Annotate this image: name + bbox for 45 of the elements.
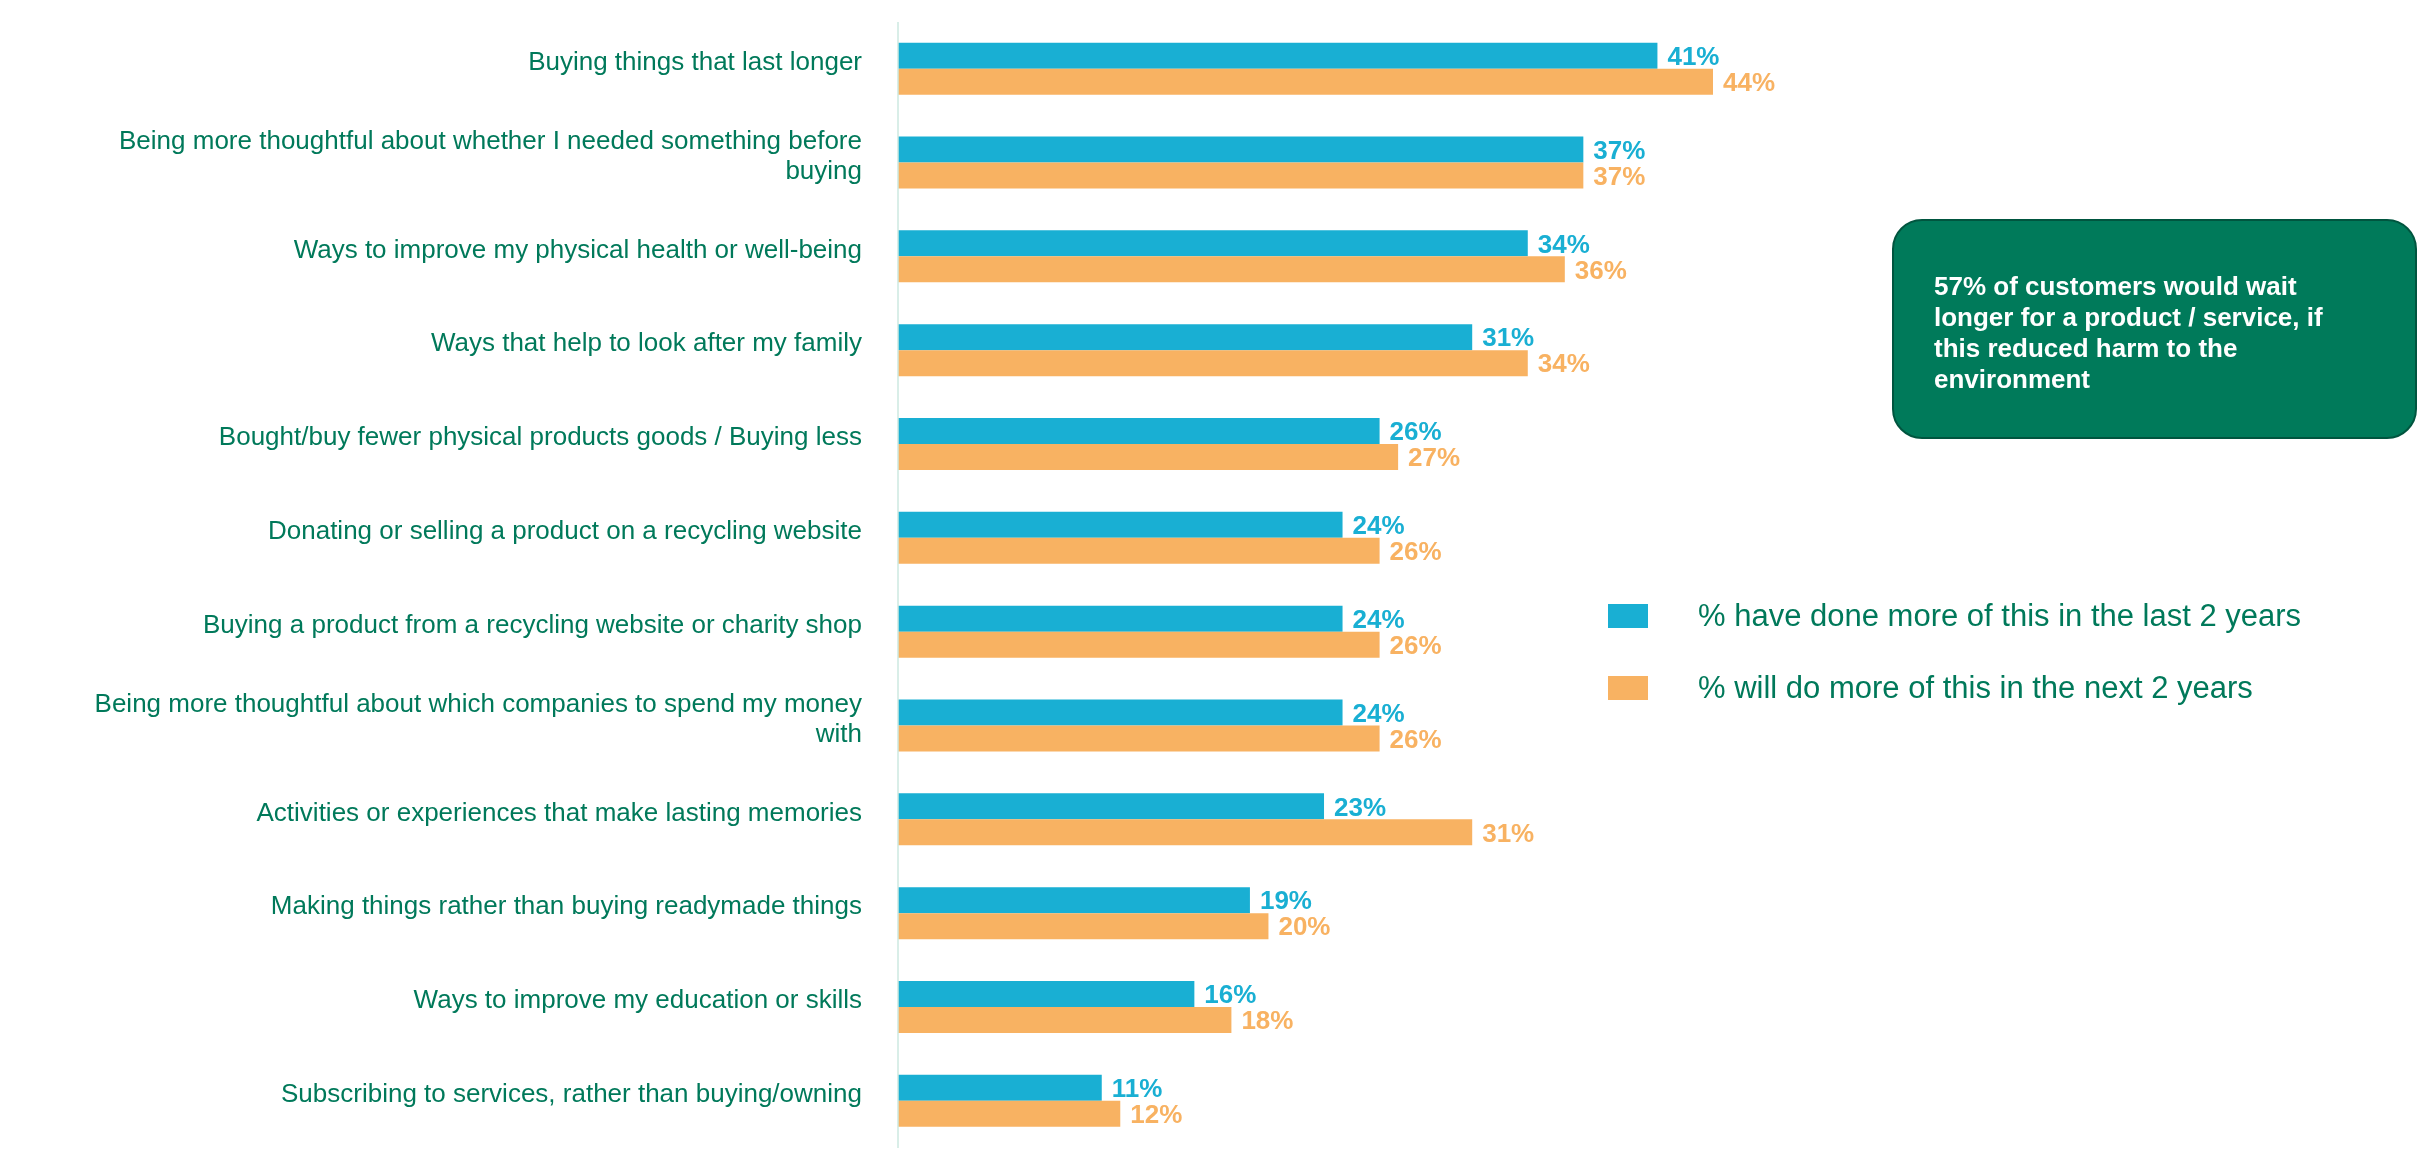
y-tick-label: Being more thoughtful about which companies to spend my money with: [94, 687, 862, 748]
bar: [898, 631, 1380, 658]
legend-label: % will do more of this in the next 2 years: [1698, 670, 2253, 706]
bar: [898, 256, 1565, 283]
bar: [898, 511, 1343, 538]
bar: [898, 230, 1528, 257]
y-tick-label: Bought/buy fewer physical products goods / Buying less: [218, 421, 862, 452]
data-label: 44%: [1723, 66, 1776, 97]
bar: [898, 605, 1343, 632]
data-label: 31%: [1482, 817, 1535, 848]
bar: [898, 350, 1528, 377]
bar: [898, 980, 1195, 1007]
data-label: 41%: [1667, 40, 1720, 71]
y-tick-label: Subscribing to services, rather than buying/owning: [281, 1077, 862, 1108]
bar: [898, 68, 1713, 95]
y-tick-label: Ways that help to look after my family: [430, 327, 862, 358]
bar: [898, 699, 1343, 726]
bar: [898, 162, 1584, 189]
text: 57% of customers would wait longer for a product / service, if this reduced harm to the environment: [1892, 219, 2417, 439]
bar: [898, 819, 1473, 846]
data-label: 31%: [1482, 322, 1535, 353]
bar: [898, 443, 1399, 470]
y-tick-label: Buying things that last longer: [528, 45, 863, 76]
bar: [898, 42, 1658, 69]
legend-label: % have done more of this in the last 2 years: [1698, 598, 2302, 634]
bar: [898, 725, 1380, 752]
bar: [898, 1100, 1121, 1127]
y-tick-label: Being more thoughtful about whether I needed something before buying: [119, 124, 862, 185]
bar: [898, 417, 1380, 444]
data-label: 23%: [1334, 791, 1387, 822]
bar: [898, 1074, 1102, 1101]
y-tick-label: Ways to improve my education or skills: [413, 984, 862, 1015]
bar: [898, 887, 1250, 914]
bar: [898, 793, 1325, 820]
y-tick-label: Buying a product from a recycling website or charity shop: [203, 608, 862, 639]
y-tick-label: Ways to improve my physical health or well-being: [293, 233, 862, 264]
bar: [898, 913, 1269, 940]
bar: [898, 537, 1380, 564]
bar: [898, 136, 1584, 163]
y-tick-label: Making things rather than buying readymade things: [270, 890, 862, 921]
y-tick-label: Donating or selling a product on a recycling website: [267, 514, 862, 545]
bar: [898, 324, 1473, 351]
data-label: 34%: [1537, 348, 1590, 379]
y-tick-label: Activities or experiences that make lasting memories: [256, 796, 862, 827]
bar: [898, 1006, 1232, 1033]
